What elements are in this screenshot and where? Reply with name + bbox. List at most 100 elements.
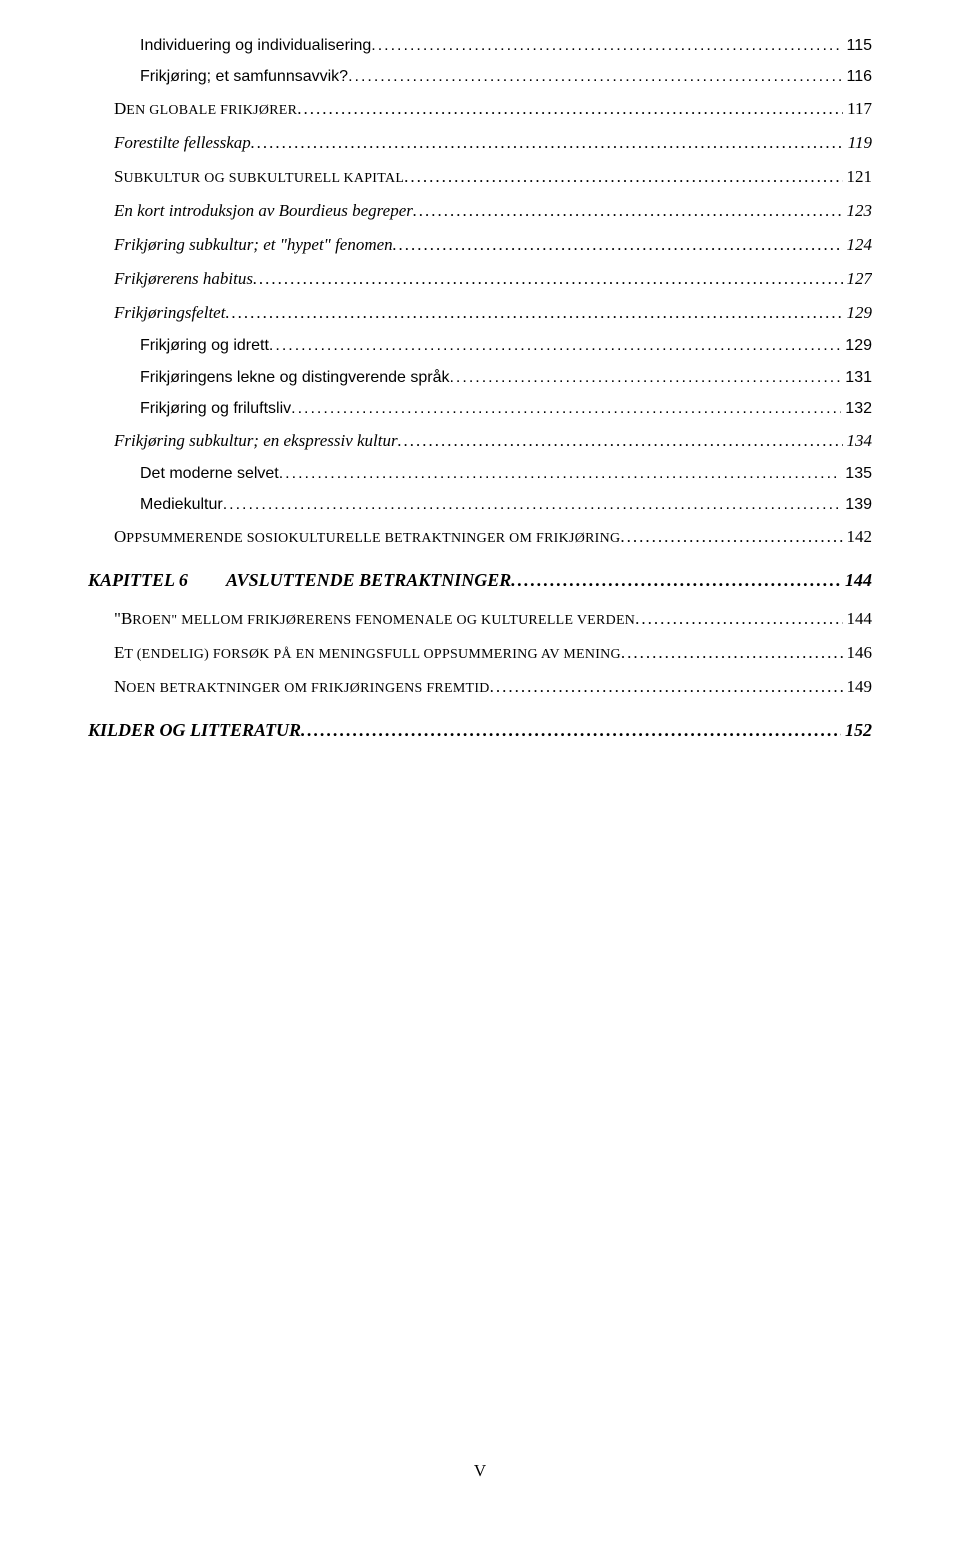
- toc-leader-dots: [621, 636, 843, 670]
- toc-entry: DEN GLOBALE FRIKJØRER 117: [114, 92, 872, 126]
- toc-entry-page: 132: [841, 393, 872, 424]
- toc-entry-label-first: "B: [114, 609, 132, 628]
- toc-leader-dots: [279, 458, 842, 489]
- toc-leader-dots: [253, 262, 843, 296]
- toc-leader-dots: [398, 424, 843, 458]
- toc-entry-page: 123: [843, 194, 873, 228]
- toc-entry-page: 116: [842, 61, 872, 92]
- toc-entry-label: Forestilte fellesskap: [114, 126, 251, 160]
- toc-entry-label-rest: OEN BETRAKTNINGER OM FRIKJØRINGENS FREMT…: [126, 681, 489, 696]
- toc-entry-page: 152: [841, 710, 872, 751]
- toc-entry-label-rest: PPSUMMERENDE SOSIOKULTURELLE BETRAKTNING…: [126, 531, 620, 546]
- toc-leader-dots: [413, 194, 843, 228]
- toc-leader-dots: [297, 92, 843, 126]
- toc-leader-dots: [348, 61, 842, 92]
- toc-entry-label: Frikjøringens lekne og distingverende sp…: [140, 362, 449, 393]
- toc-entry-page: 144: [843, 602, 873, 636]
- toc-entry-page: 144: [841, 560, 872, 601]
- toc-entry: Mediekultur 139: [140, 489, 872, 520]
- toc-leader-dots: [251, 126, 844, 160]
- toc-entry-label-first: E: [114, 643, 124, 662]
- toc-entry-label: Det moderne selvet: [140, 458, 279, 489]
- page-number: V: [474, 1461, 486, 1480]
- toc-entry-label: KILDER OG LITTERATUR: [88, 710, 301, 751]
- toc-leader-dots: [223, 489, 842, 520]
- toc-entry: "BROEN" MELLOM FRIKJØRERENS FENOMENALE O…: [114, 602, 872, 636]
- toc-entry: Frikjørerens habitus 127: [114, 262, 872, 296]
- toc-entry: Frikjøring subkultur; en ekspressiv kult…: [114, 424, 872, 458]
- toc-leader-dots: [620, 520, 842, 554]
- toc-entry-label-first: D: [114, 99, 126, 118]
- toc-entry-label: Frikjøring subkultur; en ekspressiv kult…: [114, 424, 398, 458]
- toc-entry-label: Frikjørerens habitus: [114, 262, 253, 296]
- toc-entry-label: Frikjøring og idrett: [140, 330, 269, 361]
- toc-entry-label: NOEN BETRAKTNINGER OM FRIKJØRINGENS FREM…: [114, 670, 490, 704]
- toc-entry-page: 119: [844, 126, 872, 160]
- toc-entry-label-first: O: [114, 527, 126, 546]
- toc-entry: Frikjøring og idrett 129: [140, 330, 872, 361]
- toc-entry-page: 129: [841, 330, 872, 361]
- toc-entry-label: "BROEN" MELLOM FRIKJØRERENS FENOMENALE O…: [114, 602, 635, 636]
- toc-entry: Frikjøringens lekne og distingverende sp…: [140, 362, 872, 393]
- toc-entry-label: DEN GLOBALE FRIKJØRER: [114, 92, 297, 126]
- toc-leader-dots: [404, 160, 842, 194]
- toc-leader-dots: [301, 710, 841, 751]
- toc-entry-label: OPPSUMMERENDE SOSIOKULTURELLE BETRAKTNIN…: [114, 520, 620, 554]
- toc-entry-page: 142: [843, 520, 873, 554]
- toc-entry-page: 146: [843, 636, 873, 670]
- toc-entry-label-rest: EN GLOBALE FRIKJØRER: [126, 103, 297, 118]
- toc-leader-dots: [225, 296, 842, 330]
- toc-entry-page: 131: [841, 362, 872, 393]
- toc-entry: Frikjøringsfeltet 129: [114, 296, 872, 330]
- toc-entry: KILDER OG LITTERATUR 152: [88, 710, 872, 751]
- toc-leader-dots: [490, 670, 843, 704]
- toc-chapter-title: AVSLUTTENDE BETRAKTNINGER: [226, 570, 511, 590]
- toc-entry-page: 124: [843, 228, 873, 262]
- toc-entry-page: 121: [843, 160, 873, 194]
- toc-entry: Frikjøring subkultur; et "hypet" fenomen…: [114, 228, 872, 262]
- toc-entry-label: Frikjøring subkultur; et "hypet" fenomen: [114, 228, 393, 262]
- toc-entry-label-rest: T (ENDELIG) FORSØK PÅ EN MENINGSFULL OPP…: [124, 647, 621, 662]
- toc-entry-page: 115: [842, 30, 872, 61]
- toc-entry-label: En kort introduksjon av Bourdieus begrep…: [114, 194, 413, 228]
- toc-entry: En kort introduksjon av Bourdieus begrep…: [114, 194, 872, 228]
- toc-entry-label: ET (ENDELIG) FORSØK PÅ EN MENINGSFULL OP…: [114, 636, 621, 670]
- toc-entry: NOEN BETRAKTNINGER OM FRIKJØRINGENS FREM…: [114, 670, 872, 704]
- toc-entry-label-rest: ROEN" MELLOM FRIKJØRERENS FENOMENALE OG …: [132, 613, 635, 628]
- toc-entry-label: Individuering og individualisering: [140, 30, 371, 61]
- toc-entry-page: 129: [843, 296, 873, 330]
- toc-entry: KAPITTEL 6AVSLUTTENDE BETRAKTNINGER 144: [88, 560, 872, 601]
- table-of-contents: Individuering og individualisering115Fri…: [88, 30, 872, 751]
- toc-entry: ET (ENDELIG) FORSØK PÅ EN MENINGSFULL OP…: [114, 636, 872, 670]
- toc-entry-label: KAPITTEL 6AVSLUTTENDE BETRAKTNINGER: [88, 560, 511, 601]
- toc-entry: Forestilte fellesskap 119: [114, 126, 872, 160]
- toc-entry-label-rest: UBKULTUR OG SUBKULTURELL KAPITAL: [123, 171, 404, 186]
- toc-entry-page: 117: [843, 92, 872, 126]
- toc-entry-label: SUBKULTUR OG SUBKULTURELL KAPITAL: [114, 160, 404, 194]
- toc-entry-page: 149: [843, 670, 873, 704]
- toc-entry-label-first: N: [114, 677, 126, 696]
- toc-entry: SUBKULTUR OG SUBKULTURELL KAPITAL 121: [114, 160, 872, 194]
- toc-leader-dots: [371, 30, 842, 61]
- toc-entry: Frikjøring; et samfunnsavvik? 116: [140, 61, 872, 92]
- toc-entry: Individuering og individualisering 115: [140, 30, 872, 61]
- toc-leader-dots: [449, 362, 841, 393]
- toc-leader-dots: [393, 228, 843, 262]
- toc-entry-page: 139: [841, 489, 872, 520]
- toc-leader-dots: [635, 602, 842, 636]
- toc-entry-page: 127: [843, 262, 873, 296]
- toc-chapter-prefix: KAPITTEL 6: [88, 560, 226, 601]
- toc-entry-label: Frikjøring og friluftsliv: [140, 393, 291, 424]
- toc-entry-label: Frikjøringsfeltet: [114, 296, 225, 330]
- toc-entry-page: 134: [843, 424, 873, 458]
- toc-leader-dots: [291, 393, 841, 424]
- toc-entry-page: 135: [841, 458, 872, 489]
- toc-leader-dots: [511, 560, 841, 601]
- toc-entry: Frikjøring og friluftsliv 132: [140, 393, 872, 424]
- toc-entry-label: Mediekultur: [140, 489, 223, 520]
- page-footer: V: [0, 1461, 960, 1481]
- toc-entry: OPPSUMMERENDE SOSIOKULTURELLE BETRAKTNIN…: [114, 520, 872, 554]
- toc-entry: Det moderne selvet 135: [140, 458, 872, 489]
- toc-entry-label: Frikjøring; et samfunnsavvik?: [140, 61, 348, 92]
- toc-leader-dots: [269, 330, 841, 361]
